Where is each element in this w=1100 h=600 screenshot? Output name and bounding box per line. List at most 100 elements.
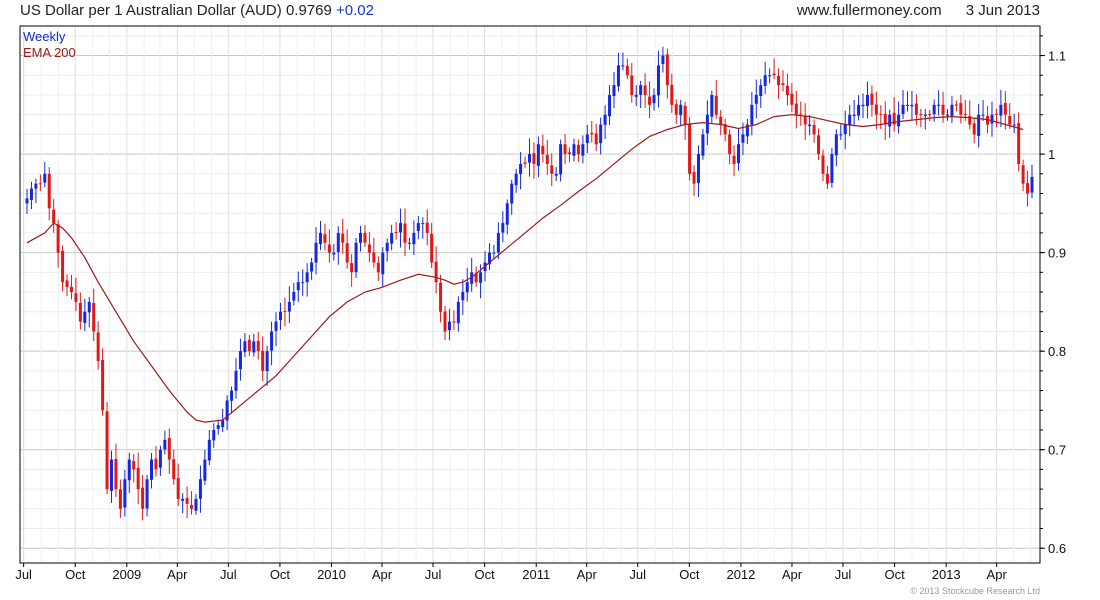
candle-body <box>145 479 149 509</box>
candle-body <box>1021 165 1025 184</box>
candle-body <box>879 113 883 115</box>
candle-body <box>181 498 185 501</box>
candle-body <box>292 292 296 301</box>
candle-body <box>265 351 269 372</box>
candle-body <box>1017 123 1021 164</box>
candle-body <box>928 114 932 116</box>
candle-body <box>359 232 363 243</box>
candle-body <box>198 479 202 499</box>
x-tick-label: Jul <box>835 567 852 582</box>
axes: 0.6 0.7 0.8 0.9 1 1.1 Jul Oct 2009 Apr Jul Oct 2010 A… <box>15 25 1066 582</box>
candle-body <box>176 478 180 499</box>
x-tick-label: Oct <box>475 567 496 582</box>
candle-body <box>519 163 523 175</box>
candle-body <box>630 75 634 95</box>
candle-body <box>287 301 291 312</box>
candle-body <box>545 154 549 164</box>
candle-body <box>327 244 331 253</box>
candle-body <box>56 224 60 253</box>
candle-body <box>87 301 91 313</box>
candle-body <box>670 84 674 105</box>
candle-body <box>888 114 892 127</box>
candle-body <box>554 173 558 176</box>
candle-body <box>550 165 554 174</box>
candle-body <box>501 223 505 233</box>
candle-body <box>105 411 109 490</box>
candle-body <box>194 498 198 511</box>
candle-body <box>425 222 429 233</box>
candle-body <box>870 93 874 105</box>
candle-body <box>372 252 376 263</box>
candle-body <box>167 437 171 460</box>
candle-body <box>634 94 638 97</box>
candle-body <box>812 125 816 135</box>
candle-body <box>61 250 65 283</box>
candle-body <box>216 425 220 429</box>
chart-date: 3 Jun 2013 <box>965 2 1040 19</box>
candle-body <box>238 351 242 370</box>
candle-body <box>514 173 518 186</box>
candle-body <box>252 341 256 353</box>
candle-body <box>572 144 576 156</box>
candle-body <box>283 310 287 312</box>
candle-body <box>665 54 669 86</box>
candle-body <box>385 242 389 252</box>
candle-body <box>69 286 73 293</box>
candle-body <box>599 124 603 144</box>
candle-body <box>207 439 211 461</box>
grid-lines <box>20 26 1040 563</box>
candle-body <box>332 252 336 255</box>
candle-body <box>278 311 282 321</box>
candle-body <box>376 262 380 273</box>
candle-body <box>852 114 856 117</box>
candle-body <box>296 282 300 291</box>
x-tick-label: Oct <box>679 567 700 582</box>
ema-line-group <box>26 114 1024 423</box>
candle-body <box>221 420 225 428</box>
x-tick-label: 2010 <box>317 567 346 582</box>
candle-body <box>336 232 340 253</box>
candle-body <box>65 280 69 288</box>
candle-body <box>954 104 958 106</box>
legend-item: Weekly <box>23 29 66 44</box>
candle-body <box>910 104 914 107</box>
candle-body <box>363 232 367 243</box>
candle-body <box>465 282 469 293</box>
candle-body <box>865 94 869 107</box>
candle-body <box>34 183 38 189</box>
candle-body <box>127 459 131 481</box>
candle-body <box>946 114 950 116</box>
candle-body <box>777 75 781 86</box>
site-link[interactable]: www.fullermoney.com <box>796 2 942 19</box>
candle-body <box>661 55 665 64</box>
site-and-date: www.fullermoney.com 3 Jun 2013 <box>797 2 1040 19</box>
candle-body <box>625 65 629 76</box>
candle-body <box>621 65 625 67</box>
candle-body <box>510 183 514 204</box>
candle-body <box>897 114 901 127</box>
candle-body <box>234 370 238 391</box>
candle-body <box>799 113 803 115</box>
candle-body <box>474 273 478 283</box>
candle-body <box>643 85 647 95</box>
candle-body <box>394 232 398 234</box>
x-tick-label: 2009 <box>112 567 141 582</box>
candle-body <box>310 262 314 272</box>
candle-body <box>381 252 385 275</box>
candle-body <box>932 104 936 115</box>
x-tick-label: Oct <box>65 567 86 582</box>
candle-body <box>874 104 878 115</box>
candle-body <box>674 104 678 115</box>
candle-body <box>714 95 718 115</box>
candle-body <box>830 154 834 183</box>
candle-body <box>754 94 758 104</box>
candle-body <box>581 144 585 156</box>
candle-body <box>981 114 985 116</box>
candle-body <box>314 242 318 263</box>
candle-body <box>883 113 887 125</box>
candle-body <box>154 458 158 470</box>
candle-body <box>732 155 736 164</box>
candle-body <box>74 293 78 302</box>
candle-body <box>230 390 234 401</box>
candle-body <box>109 459 113 491</box>
